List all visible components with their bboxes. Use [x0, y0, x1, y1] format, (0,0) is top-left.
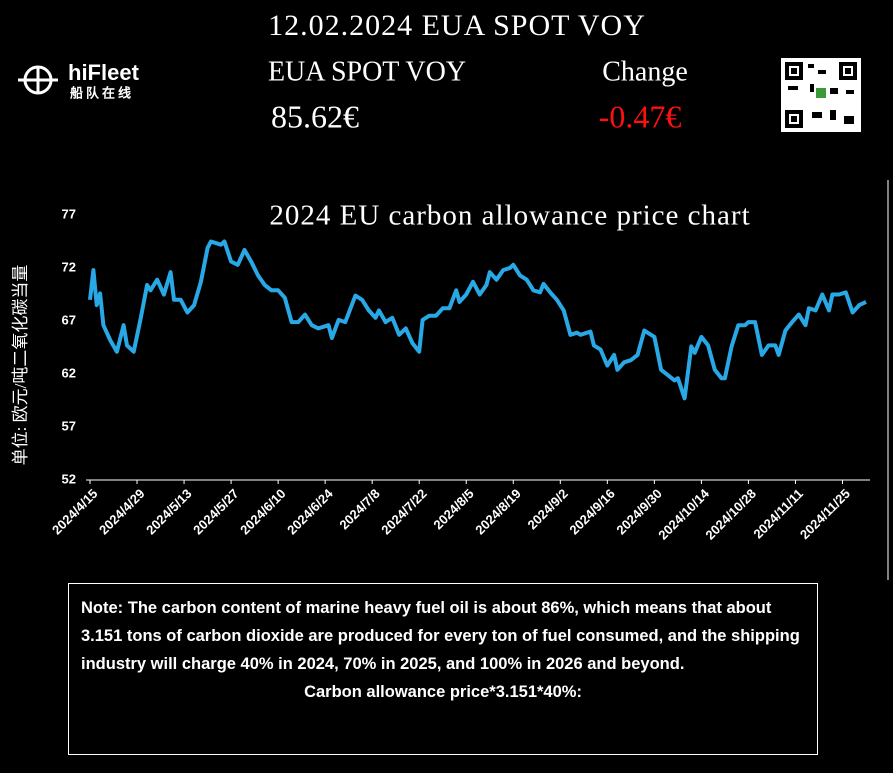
x-tick-label: 2024/8/5 — [430, 486, 476, 532]
note-formula: Carbon allowance price*3.151*40%: — [304, 683, 582, 701]
qr-code — [781, 58, 861, 132]
price-line — [88, 239, 867, 401]
x-tick-label: 2024/4/15 — [49, 486, 101, 538]
x-tick-label: 2024/5/27 — [190, 486, 242, 538]
x-tick-label: 2024/8/19 — [472, 486, 524, 538]
y-tick-label: 52 — [62, 471, 76, 486]
x-tick-label: 2024/4/29 — [96, 486, 148, 538]
y-tick-label: 57 — [62, 418, 76, 433]
product-label: EUA SPOT VOY — [268, 56, 466, 87]
note-text: Note: The carbon content of marine heavy… — [81, 599, 800, 673]
x-tick-label: 2024/6/24 — [284, 485, 336, 537]
x-tick-label: 2024/5/13 — [143, 486, 195, 538]
brand-sub: 船队在线 — [70, 85, 134, 100]
x-tick-label: 2024/9/2 — [524, 486, 570, 532]
chart-title: 2024 EU carbon allowance price chart — [269, 200, 750, 232]
x-tick-label: 2024/7/8 — [336, 486, 382, 532]
x-tick-label: 2024/9/16 — [566, 486, 618, 538]
price: 85.62€ — [271, 98, 359, 134]
note-box: Note: The carbon content of marine heavy… — [68, 583, 818, 755]
y-tick-label: 62 — [62, 365, 76, 380]
change-label: Change — [602, 56, 688, 87]
change: -0.47€ — [599, 98, 682, 134]
x-tick-label: 2024/10/28 — [702, 486, 759, 543]
x-tick-label: 2024/11/25 — [797, 486, 853, 542]
y-tick-label: 77 — [62, 206, 76, 221]
page-title: 12.02.2024 EUA SPOT VOY — [268, 9, 646, 42]
brand: hiFleet — [68, 60, 140, 85]
y-axis-label: 单位: 欧元/吨二氧化碳当量 — [11, 265, 30, 466]
y-tick-label: 67 — [62, 312, 76, 327]
x-tick-label: 2024/7/22 — [378, 486, 430, 538]
y-tick-label: 72 — [62, 259, 76, 274]
logo — [18, 65, 58, 95]
x-tick-label: 2024/6/10 — [237, 486, 289, 538]
